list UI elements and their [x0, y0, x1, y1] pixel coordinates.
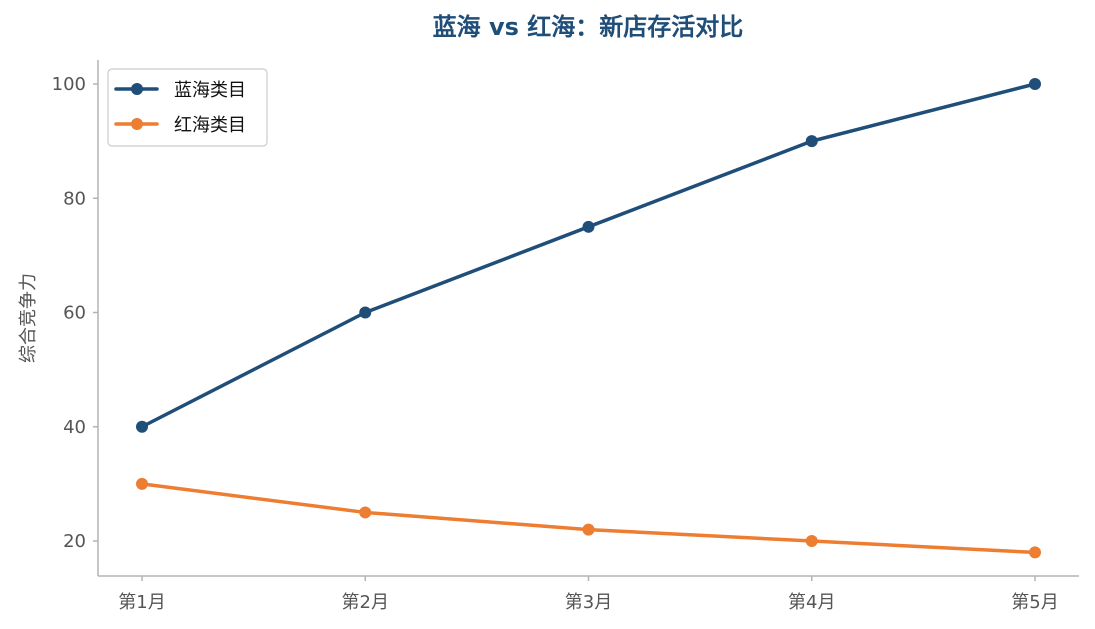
legend-label-red: 红海类目 — [174, 115, 246, 136]
y-tick-label: 100 — [52, 74, 86, 95]
red-ocean-point-5 — [1029, 546, 1041, 559]
legend-label-blue: 蓝海类目 — [174, 80, 246, 101]
blue-ocean-point-5 — [1029, 78, 1041, 90]
red-ocean-point-3 — [582, 523, 595, 536]
y-tick-label: 20 — [63, 531, 86, 552]
chart-title: 蓝海 vs 红海：新店存活对比 — [433, 13, 744, 41]
legend-marker-red — [131, 118, 143, 130]
legend-marker-blue — [131, 83, 143, 95]
blue-ocean-point-1 — [136, 420, 148, 433]
x-axis-ticks: 第1月 第2月 第3月 第4月 第5月 — [118, 576, 1059, 613]
red-ocean-series-line — [140, 482, 1037, 555]
y-tick-label: 80 — [63, 188, 86, 209]
x-tick-label: 第4月 — [788, 592, 835, 613]
x-tick-label: 第5月 — [1011, 592, 1058, 613]
y-axis-label: 综合竞争力 — [18, 273, 39, 363]
red-ocean-point-1 — [136, 477, 148, 490]
x-tick-label: 第1月 — [118, 592, 165, 613]
blue-ocean-point-3 — [582, 220, 595, 233]
legend-entry-red: 红海类目 — [114, 115, 246, 136]
legend-entry-blue: 蓝海类目 — [114, 80, 246, 101]
legend: 蓝海类目 红海类目 — [107, 68, 268, 147]
x-tick-label: 第2月 — [342, 592, 389, 613]
y-tick-label: 40 — [63, 417, 86, 438]
red-ocean-point-4 — [805, 535, 818, 547]
series-layer — [136, 78, 1041, 559]
red-ocean-point-2 — [359, 506, 372, 519]
y-axis-ticks: 20 40 60 80 100 — [52, 74, 98, 552]
y-tick-label: 60 — [63, 303, 86, 324]
blue-ocean-point-2 — [359, 306, 372, 319]
blue-ocean-point-4 — [805, 135, 818, 148]
blue-ocean-series-line — [140, 82, 1037, 429]
x-tick-label: 第3月 — [565, 592, 612, 613]
